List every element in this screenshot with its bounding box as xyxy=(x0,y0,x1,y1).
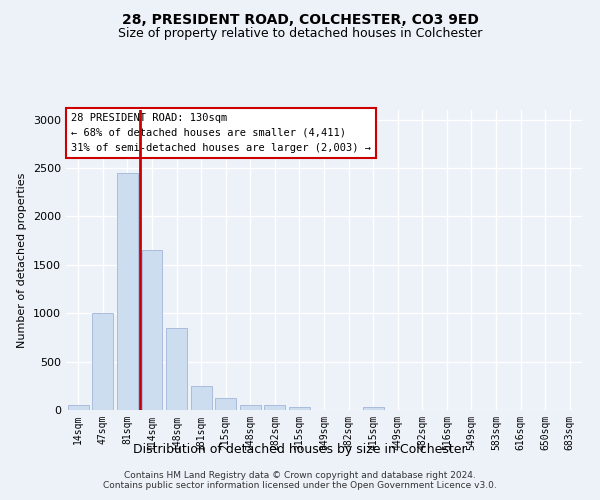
Y-axis label: Number of detached properties: Number of detached properties xyxy=(17,172,28,348)
Text: 28 PRESIDENT ROAD: 130sqm
← 68% of detached houses are smaller (4,411)
31% of se: 28 PRESIDENT ROAD: 130sqm ← 68% of detac… xyxy=(71,113,371,152)
Bar xyxy=(289,407,310,410)
Text: 28, PRESIDENT ROAD, COLCHESTER, CO3 9ED: 28, PRESIDENT ROAD, COLCHESTER, CO3 9ED xyxy=(122,12,478,26)
Bar xyxy=(191,386,212,410)
Bar xyxy=(166,328,187,410)
Bar xyxy=(117,173,138,410)
Text: Contains HM Land Registry data © Crown copyright and database right 2024.
Contai: Contains HM Land Registry data © Crown c… xyxy=(103,470,497,490)
Text: Distribution of detached houses by size in Colchester: Distribution of detached houses by size … xyxy=(133,442,467,456)
Bar xyxy=(92,313,113,410)
Bar xyxy=(362,407,383,410)
Bar xyxy=(68,405,89,410)
Bar xyxy=(265,405,286,410)
Bar xyxy=(142,250,163,410)
Text: Size of property relative to detached houses in Colchester: Size of property relative to detached ho… xyxy=(118,28,482,40)
Bar xyxy=(215,398,236,410)
Bar xyxy=(240,404,261,410)
